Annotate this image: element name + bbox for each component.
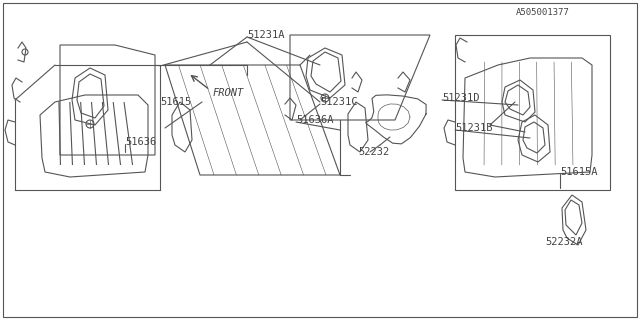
Text: A505001377: A505001377 <box>516 7 570 17</box>
Text: 51636: 51636 <box>125 137 156 147</box>
Text: FRONT: FRONT <box>213 88 244 98</box>
Text: 51231D: 51231D <box>442 93 479 103</box>
Text: 51615A: 51615A <box>560 167 598 177</box>
Text: 51231C: 51231C <box>320 97 358 107</box>
Text: 51636A: 51636A <box>296 115 333 125</box>
Text: 51615: 51615 <box>160 97 191 107</box>
Text: 52232: 52232 <box>358 147 389 157</box>
Text: 52232A: 52232A <box>545 237 582 247</box>
Bar <box>455 35 610 190</box>
Text: 51231B: 51231B <box>455 123 493 133</box>
Text: 51231A: 51231A <box>247 30 285 40</box>
